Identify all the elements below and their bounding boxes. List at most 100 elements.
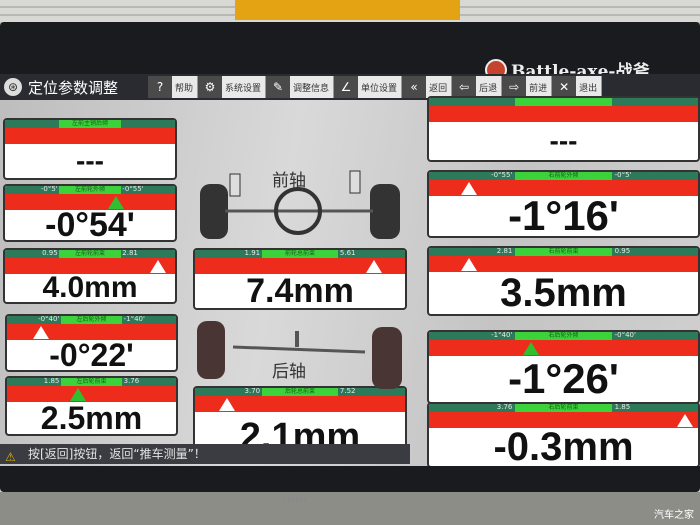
toolbar-button-double-chevron-left[interactable]: «返回 <box>402 76 453 98</box>
toolbar-button-units[interactable]: ∠ 单位设置 <box>334 76 403 98</box>
measurement-value: 7.4mm <box>246 271 354 310</box>
toolbar-button-help[interactable]: ? 帮助 <box>148 76 199 98</box>
measurement-value: -0.3mm <box>493 424 634 467</box>
range-marker <box>218 398 235 411</box>
units-icon: ∠ <box>334 76 359 98</box>
panel-front-right-camber: 右前轮外倾 -0°55' -0°5' -1°16' <box>427 170 700 238</box>
range-marker <box>461 182 478 195</box>
wheel-icon: ⊛ <box>4 78 22 96</box>
screen: ⊛ 定位参数调整 ? 帮助 ⚙ 系统设置 ✎ 调整信息 ∠ 单位设置 «返回 ⇦ 后退 ⇨ 前进 ✕ 退出 … <box>0 74 700 466</box>
panel-rear-left-camber: 左后轮外倾 -0°40' -1°40' -0°22' <box>5 314 178 372</box>
panel-front-left-top: 左前主销后倾 --- <box>3 118 177 180</box>
tolerance-label: 右前轮前束 <box>515 248 612 256</box>
toolbar-button-arrow-left[interactable]: ⇦ 后退 <box>452 76 503 98</box>
bezel-brand: Haier <box>283 496 308 506</box>
tolerance-label: 左前轮外倾 <box>59 186 121 194</box>
toolbar-button-label: 前进 <box>529 83 548 94</box>
range-header: 右前轮外倾 -0°55' -0°5' <box>429 172 698 180</box>
tolerance-label: 右前轮外倾 <box>515 172 612 180</box>
double-chevron-left-icon: « <box>402 76 427 98</box>
tolerance-label <box>515 98 612 106</box>
front-right-wheel-icon <box>370 184 400 239</box>
watermark: 汽车之家 <box>654 510 694 521</box>
range-marker <box>676 414 693 427</box>
range-max: 1.85 <box>614 403 631 411</box>
measurement-value: -0°22' <box>49 336 134 372</box>
range-bar <box>5 128 175 144</box>
toolbar-button-label: 返回 <box>429 83 448 94</box>
range-bar <box>7 324 176 340</box>
arrow-left-icon: ⇦ <box>452 76 477 98</box>
front-axle-diagram <box>200 170 400 239</box>
wrench-icon: ✎ <box>266 76 291 98</box>
range-max: 2.81 <box>122 249 138 257</box>
toolbar-button-label: 调整信息 <box>293 83 330 94</box>
range-min: -0°55' <box>491 171 513 179</box>
range-min: -0°5' <box>40 185 58 193</box>
tolerance-label: 后轮总前束 <box>262 388 338 396</box>
range-max: -0°40' <box>614 331 636 339</box>
range-max: 5.61 <box>339 249 356 257</box>
range-max: -0°55' <box>122 185 144 193</box>
status-message: 按[返回]按钮，返回“推车测量”！ <box>28 447 206 461</box>
range-max: -1°40' <box>123 315 145 323</box>
range-header: 右前轮前束 2.81 0.95 <box>429 248 698 256</box>
range-min: 3.76 <box>496 403 513 411</box>
range-header: 右后轮外倾 -1°40' -0°40' <box>429 332 698 340</box>
range-header: 右后轮前束 3.76 1.85 <box>429 404 698 412</box>
measurement-value: --- <box>76 145 104 176</box>
range-marker <box>150 260 166 273</box>
range-header: 左后轮前束 1.85 3.76 <box>7 378 176 386</box>
window-title: 定位参数调整 <box>28 78 119 97</box>
gear-icon: ⚙ <box>198 76 223 98</box>
range-bar <box>429 340 698 356</box>
range-marker <box>461 258 478 271</box>
range-bar <box>429 256 698 272</box>
range-bar <box>195 258 405 274</box>
range-marker <box>365 260 382 273</box>
range-header: 左前轮前束 0.95 2.81 <box>5 250 175 258</box>
measurement-value: --- <box>549 125 578 156</box>
range-header: 左后轮外倾 -0°40' -1°40' <box>7 316 176 324</box>
tolerance-label: 左前轮前束 <box>59 250 121 258</box>
panel-rear-right-toe: 右后轮前束 3.76 1.85 -0.3mm <box>427 402 700 466</box>
rear-axle-label: 后轴 <box>272 362 306 382</box>
rear-right-wheel-icon <box>372 327 402 389</box>
range-bar <box>429 180 698 196</box>
front-axle-label: 前轴 <box>272 171 306 191</box>
range-header: 左前轮外倾 -0°5' -0°55' <box>5 186 175 194</box>
panel-front-total-toe: 前轮总前束 1.91 5.61 7.4mm <box>193 248 407 310</box>
range-min: -1°40' <box>491 331 513 339</box>
background-floor <box>0 492 700 525</box>
toolbar-button-arrow-right[interactable]: ⇨ 前进 <box>502 76 553 98</box>
toolbar-button-label: 单位设置 <box>361 83 398 94</box>
panel-front-right-toe: 右前轮前束 2.81 0.95 3.5mm <box>427 246 700 316</box>
status-bar: ⚠ 按[返回]按钮，返回“推车测量”！ <box>0 444 410 464</box>
range-marker <box>107 196 124 209</box>
background-sign <box>235 0 460 20</box>
range-header <box>429 98 698 106</box>
measurement-value: -0°54' <box>45 205 135 242</box>
warning-icon: ⚠ <box>5 450 16 464</box>
toolbar-button-close[interactable]: ✕ 退出 <box>552 76 603 98</box>
measurement-value: 4.0mm <box>42 271 138 304</box>
toolbar-button-label: 后退 <box>479 83 498 94</box>
measurement-value: -1°26' <box>508 355 619 402</box>
range-min: 1.91 <box>244 249 261 257</box>
rear-axle-diagram <box>197 321 402 389</box>
close-icon: ✕ <box>552 76 577 98</box>
panel-rear-right-camber: 右后轮外倾 -1°40' -0°40' -1°26' <box>427 330 700 404</box>
range-marker <box>69 388 86 401</box>
help-icon: ? <box>148 76 172 98</box>
toolbar-button-label: 帮助 <box>175 83 194 94</box>
measurement-value: 2.5mm <box>40 399 143 436</box>
panel-rear-left-toe: 左后轮前束 1.85 3.76 2.5mm <box>5 376 178 436</box>
tolerance-label: 右后轮外倾 <box>515 332 612 340</box>
range-bar <box>429 412 698 428</box>
toolbar-button-gear[interactable]: ⚙ 系统设置 <box>198 76 267 98</box>
panel-front-right-top: --- <box>427 96 700 162</box>
toolbar-button-wrench[interactable]: ✎ 调整信息 <box>266 76 335 98</box>
range-min: 2.81 <box>496 247 513 255</box>
tolerance-label: 左后轮外倾 <box>61 316 122 324</box>
toolbar-button-label: 系统设置 <box>225 83 262 94</box>
